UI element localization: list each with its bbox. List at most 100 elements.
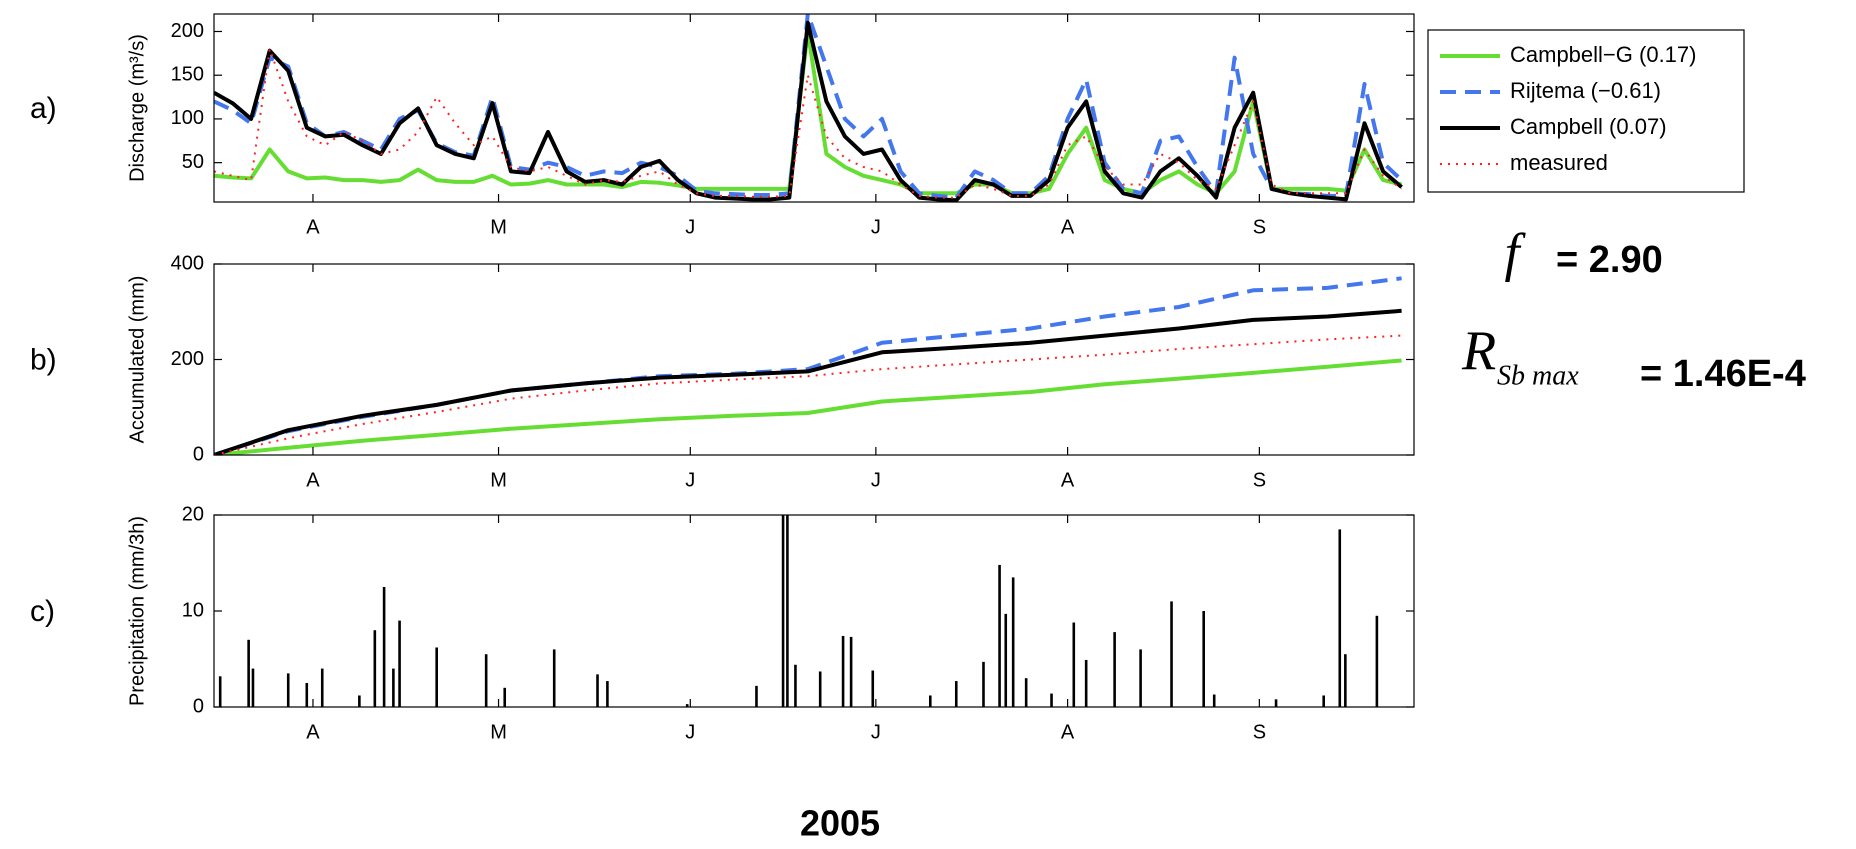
precip-bar — [247, 639, 250, 707]
precip-bar — [954, 681, 958, 707]
x-tick-label: A — [306, 721, 320, 743]
precip-bar — [1338, 529, 1342, 707]
x-tick-label: M — [490, 721, 507, 743]
legend-label: Campbell−G (0.17) — [1510, 42, 1696, 67]
x-tick-label: M — [490, 216, 507, 238]
plot-area — [214, 276, 1402, 455]
precip-bar — [849, 636, 853, 707]
precip-bar — [1375, 615, 1379, 707]
precip-bar — [1072, 622, 1076, 707]
x-tick-label: A — [1061, 721, 1075, 743]
legend-label: Rijtema (−0.61) — [1510, 78, 1661, 103]
precip-bar — [1113, 632, 1116, 707]
y-tick-label: 400 — [171, 252, 204, 274]
precip-bar — [392, 668, 395, 707]
precip-bar — [685, 704, 689, 707]
y-tick-label: 200 — [171, 348, 204, 370]
plot-frame — [213, 514, 1415, 708]
precip-bar — [1050, 693, 1053, 707]
plot-area — [214, 14, 1403, 202]
precip-bar — [1170, 601, 1173, 707]
x-tick-label: A — [306, 216, 320, 238]
plot-frame — [213, 263, 1415, 456]
precip-bar — [1011, 577, 1015, 707]
x-tick-label: M — [490, 469, 507, 491]
series-line — [214, 308, 1402, 455]
precip-bar — [871, 670, 875, 707]
x-tick-label: J — [871, 721, 881, 743]
legend-label: measured — [1510, 150, 1608, 175]
precip-bar — [398, 620, 401, 707]
panel-label: a) — [30, 92, 57, 125]
precip-bar — [755, 685, 758, 707]
y-axis-title: Accumulated (mm) — [126, 276, 148, 444]
precip-bar — [218, 676, 222, 707]
precip-bar — [1202, 611, 1205, 707]
y-axis-title: Precipitation (mm/3h) — [126, 516, 148, 706]
r-subscript: Sb max — [1497, 360, 1579, 391]
precip-bar — [1084, 659, 1088, 707]
precip-bar — [998, 564, 1001, 707]
x-tick-label: A — [306, 469, 320, 491]
precip-bar — [373, 630, 377, 707]
precip-bar — [1139, 649, 1142, 707]
series-line — [214, 334, 1402, 455]
precip-bar — [1274, 699, 1278, 707]
precip-bar — [1344, 654, 1347, 707]
f-value: = 2.90 — [1556, 239, 1663, 281]
legend-label: Campbell (0.07) — [1510, 114, 1667, 139]
precip-bar — [503, 687, 507, 707]
series-line — [214, 358, 1402, 455]
precip-bar — [982, 661, 985, 707]
f-symbol: f — [1504, 222, 1526, 282]
x-axis-title: 2005 — [800, 803, 880, 844]
precip-bar — [435, 647, 438, 707]
panel-label: c) — [30, 595, 55, 628]
precip-bar — [484, 654, 488, 707]
precip-bar — [552, 649, 556, 707]
precip-bar — [841, 635, 845, 707]
x-tick-label: J — [685, 721, 695, 743]
precip-bar — [1024, 678, 1028, 707]
panel-label: b) — [30, 343, 57, 376]
precip-bar — [818, 671, 822, 707]
precip-bar — [251, 668, 255, 707]
plot-frame — [213, 13, 1415, 203]
y-axis-title: Discharge (m³/s) — [126, 34, 148, 182]
precip-bar — [786, 515, 789, 707]
precip-bar — [781, 515, 785, 707]
x-tick-label: J — [871, 469, 881, 491]
plot-area — [218, 515, 1379, 707]
y-tick-label: 20 — [182, 503, 204, 525]
x-tick-label: S — [1253, 216, 1266, 238]
x-tick-label: S — [1253, 469, 1266, 491]
precip-bar — [596, 674, 599, 707]
precip-bar — [606, 681, 609, 707]
precip-bar — [794, 664, 797, 707]
precip-bar — [358, 695, 361, 707]
x-tick-label: J — [685, 469, 695, 491]
y-tick-label: 0 — [193, 695, 204, 717]
precip-bar — [286, 673, 290, 707]
precip-bar — [928, 695, 932, 707]
y-tick-label: 150 — [171, 63, 204, 85]
precip-bar — [1004, 613, 1008, 707]
series-line — [214, 276, 1402, 455]
series-line — [214, 20, 1403, 202]
x-tick-label: A — [1061, 469, 1075, 491]
r-symbol: R — [1461, 320, 1496, 382]
precip-bar — [1322, 695, 1325, 707]
x-tick-label: J — [685, 216, 695, 238]
series-line — [214, 14, 1403, 200]
x-tick-label: S — [1253, 721, 1266, 743]
y-tick-label: 10 — [182, 599, 204, 621]
y-tick-label: 100 — [171, 107, 204, 129]
x-tick-label: A — [1061, 216, 1075, 238]
precip-bar — [1212, 694, 1216, 707]
y-tick-label: 0 — [193, 443, 204, 465]
precip-bar — [305, 683, 309, 707]
precip-bar — [382, 587, 386, 707]
r-value: = 1.46E-4 — [1640, 353, 1806, 395]
